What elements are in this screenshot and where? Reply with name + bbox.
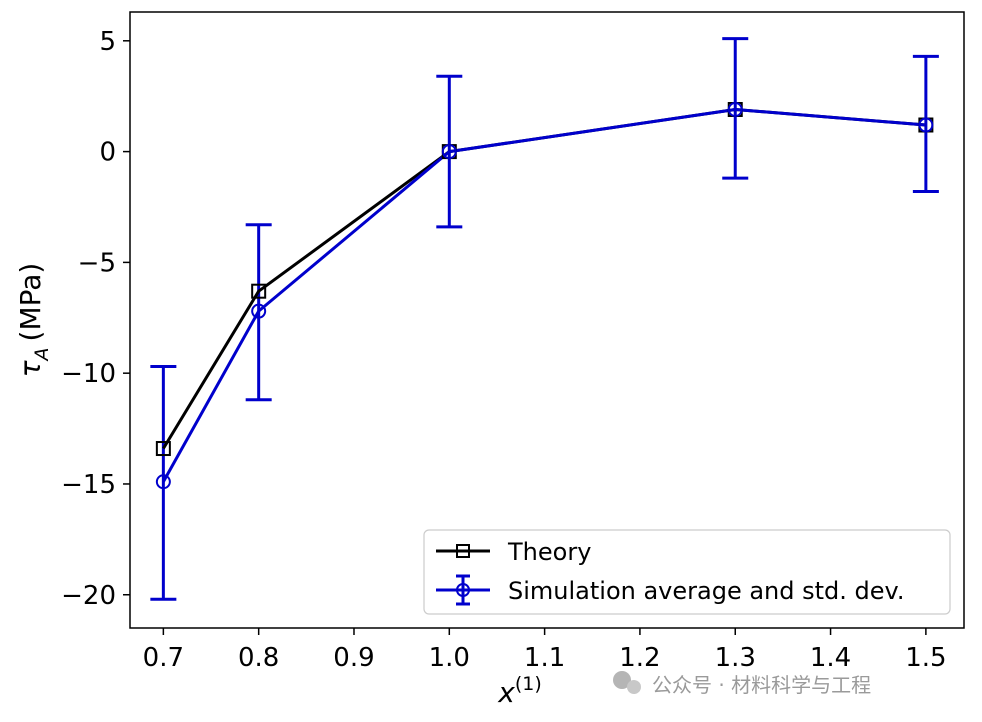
theory-point: [155, 441, 171, 457]
wechat-icon-bubble: [627, 680, 641, 694]
x-tick-label: 1.5: [905, 643, 946, 673]
simulation-line: [162, 107, 926, 483]
y-tick-label: −10: [61, 359, 116, 389]
y-tick-label: 0: [99, 138, 116, 168]
x-tick-label: 0.7: [143, 643, 184, 673]
legend: Theory Simulation average and std. dev.: [423, 529, 951, 615]
y-tick-label: −15: [61, 470, 116, 500]
x-tick-label: 0.8: [238, 643, 279, 673]
x-tick-label: 0.9: [333, 643, 374, 673]
theory-point: [251, 283, 267, 299]
y-tick-label: −5: [78, 248, 116, 278]
simulation-point: [251, 303, 267, 319]
legend-theory-marker: [456, 544, 470, 558]
simulation-point: [918, 117, 934, 133]
plot-area: [129, 11, 965, 629]
watermark: 公众号 · 材料科学与工程: [613, 671, 871, 697]
simulation-point: [155, 474, 171, 490]
y-tick-label: −20: [61, 581, 116, 611]
legend-theory-label: Theory: [507, 538, 591, 566]
x-axis: 0.7 0.8 0.9 1.0 1.1 1.2 1.3 1.4 1.5: [143, 628, 947, 673]
x-tick-label: 1.1: [524, 643, 565, 673]
x-tick-label: 1.2: [619, 643, 660, 673]
simulation-point: [727, 101, 743, 117]
wechat-icon: [613, 671, 631, 689]
legend-box: [423, 529, 951, 615]
x-tick-label: 1.3: [715, 643, 756, 673]
x-tick-label: 1.4: [810, 643, 851, 673]
x-tick-label: 1.0: [429, 643, 470, 673]
simulation-point: [441, 144, 457, 160]
watermark-text: 公众号 · 材料科学与工程: [652, 673, 871, 697]
y-axis: 5 0 −5 −10 −15 −20: [61, 27, 130, 611]
legend-simulation-marker: [456, 583, 470, 597]
theory-line: [162, 107, 926, 450]
y-axis-label: τA(MPa): [14, 263, 53, 378]
x-axis-label: x(1): [497, 673, 542, 709]
series-layer: [150, 37, 939, 601]
legend-simulation-label: Simulation average and std. dev.: [508, 577, 905, 605]
y-tick-label: 5: [99, 27, 116, 57]
